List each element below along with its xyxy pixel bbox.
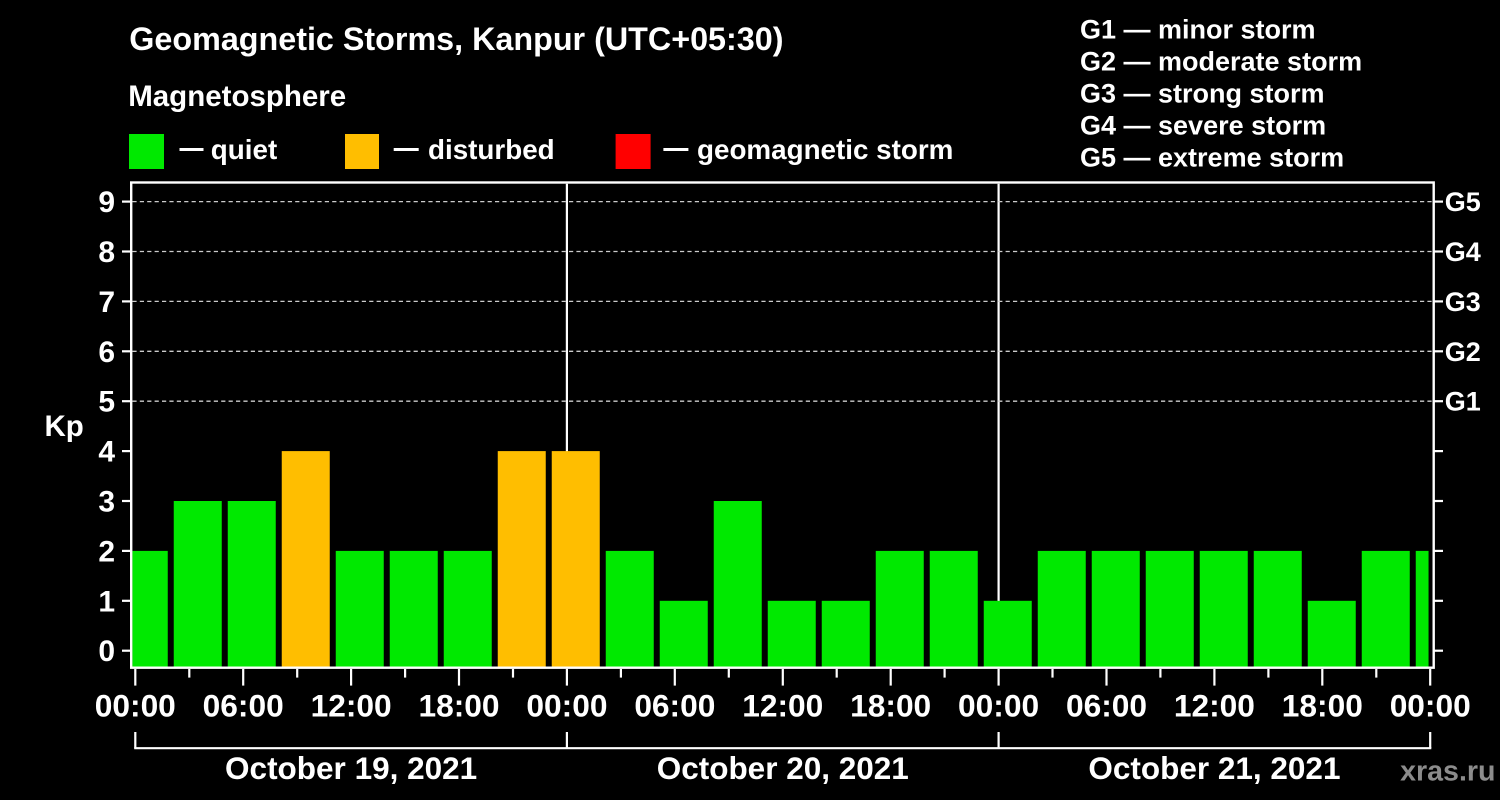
svg-text:12:00: 12:00	[1174, 688, 1255, 724]
svg-text:Kp: Kp	[45, 410, 84, 443]
svg-text:1: 1	[98, 585, 115, 618]
svg-text:G5 — extreme storm: G5 — extreme storm	[1080, 143, 1344, 173]
svg-text:00:00: 00:00	[958, 688, 1039, 724]
svg-text:3: 3	[98, 486, 115, 519]
svg-text:G5: G5	[1445, 187, 1481, 217]
svg-text:06:00: 06:00	[1066, 688, 1147, 724]
svg-text:October 21, 2021: October 21, 2021	[1088, 750, 1340, 786]
svg-text:October 20, 2021: October 20, 2021	[657, 750, 909, 786]
svg-text:G2: G2	[1445, 337, 1481, 367]
svg-text:G1: G1	[1445, 387, 1481, 417]
svg-text:G4: G4	[1445, 237, 1481, 267]
svg-text:0: 0	[98, 635, 115, 668]
svg-text:00:00: 00:00	[526, 688, 607, 724]
svg-text:G4 — severe storm: G4 — severe storm	[1080, 111, 1326, 141]
svg-text:7: 7	[98, 286, 115, 319]
svg-text:18:00: 18:00	[419, 688, 500, 724]
svg-text:18:00: 18:00	[1282, 688, 1363, 724]
svg-text:quiet: quiet	[211, 134, 277, 165]
svg-text:G1 — minor storm: G1 — minor storm	[1080, 15, 1316, 45]
svg-text:Magnetosphere: Magnetosphere	[128, 80, 346, 113]
svg-text:18:00: 18:00	[850, 688, 931, 724]
svg-text:G3 — strong storm: G3 — strong storm	[1080, 79, 1325, 109]
svg-text:4: 4	[98, 436, 115, 469]
svg-text:06:00: 06:00	[203, 688, 284, 724]
svg-text:October 19, 2021: October 19, 2021	[225, 750, 477, 786]
svg-text:5: 5	[98, 386, 115, 419]
svg-text:xras.ru: xras.ru	[1400, 756, 1495, 788]
svg-text:9: 9	[98, 186, 115, 219]
svg-text:2: 2	[98, 535, 115, 568]
svg-text:geomagnetic storm: geomagnetic storm	[697, 134, 953, 165]
svg-text:00:00: 00:00	[1390, 688, 1471, 724]
svg-text:Geomagnetic Storms, Kanpur (UT: Geomagnetic Storms, Kanpur (UTC+05:30)	[129, 21, 783, 57]
svg-text:12:00: 12:00	[742, 688, 823, 724]
svg-text:12:00: 12:00	[311, 688, 392, 724]
svg-text:6: 6	[98, 336, 115, 369]
svg-text:G3: G3	[1445, 287, 1481, 317]
svg-text:00:00: 00:00	[95, 688, 176, 724]
svg-text:06:00: 06:00	[634, 688, 715, 724]
svg-text:G2 — moderate storm: G2 — moderate storm	[1080, 47, 1362, 77]
svg-text:8: 8	[98, 236, 115, 269]
svg-text:disturbed: disturbed	[428, 134, 555, 165]
